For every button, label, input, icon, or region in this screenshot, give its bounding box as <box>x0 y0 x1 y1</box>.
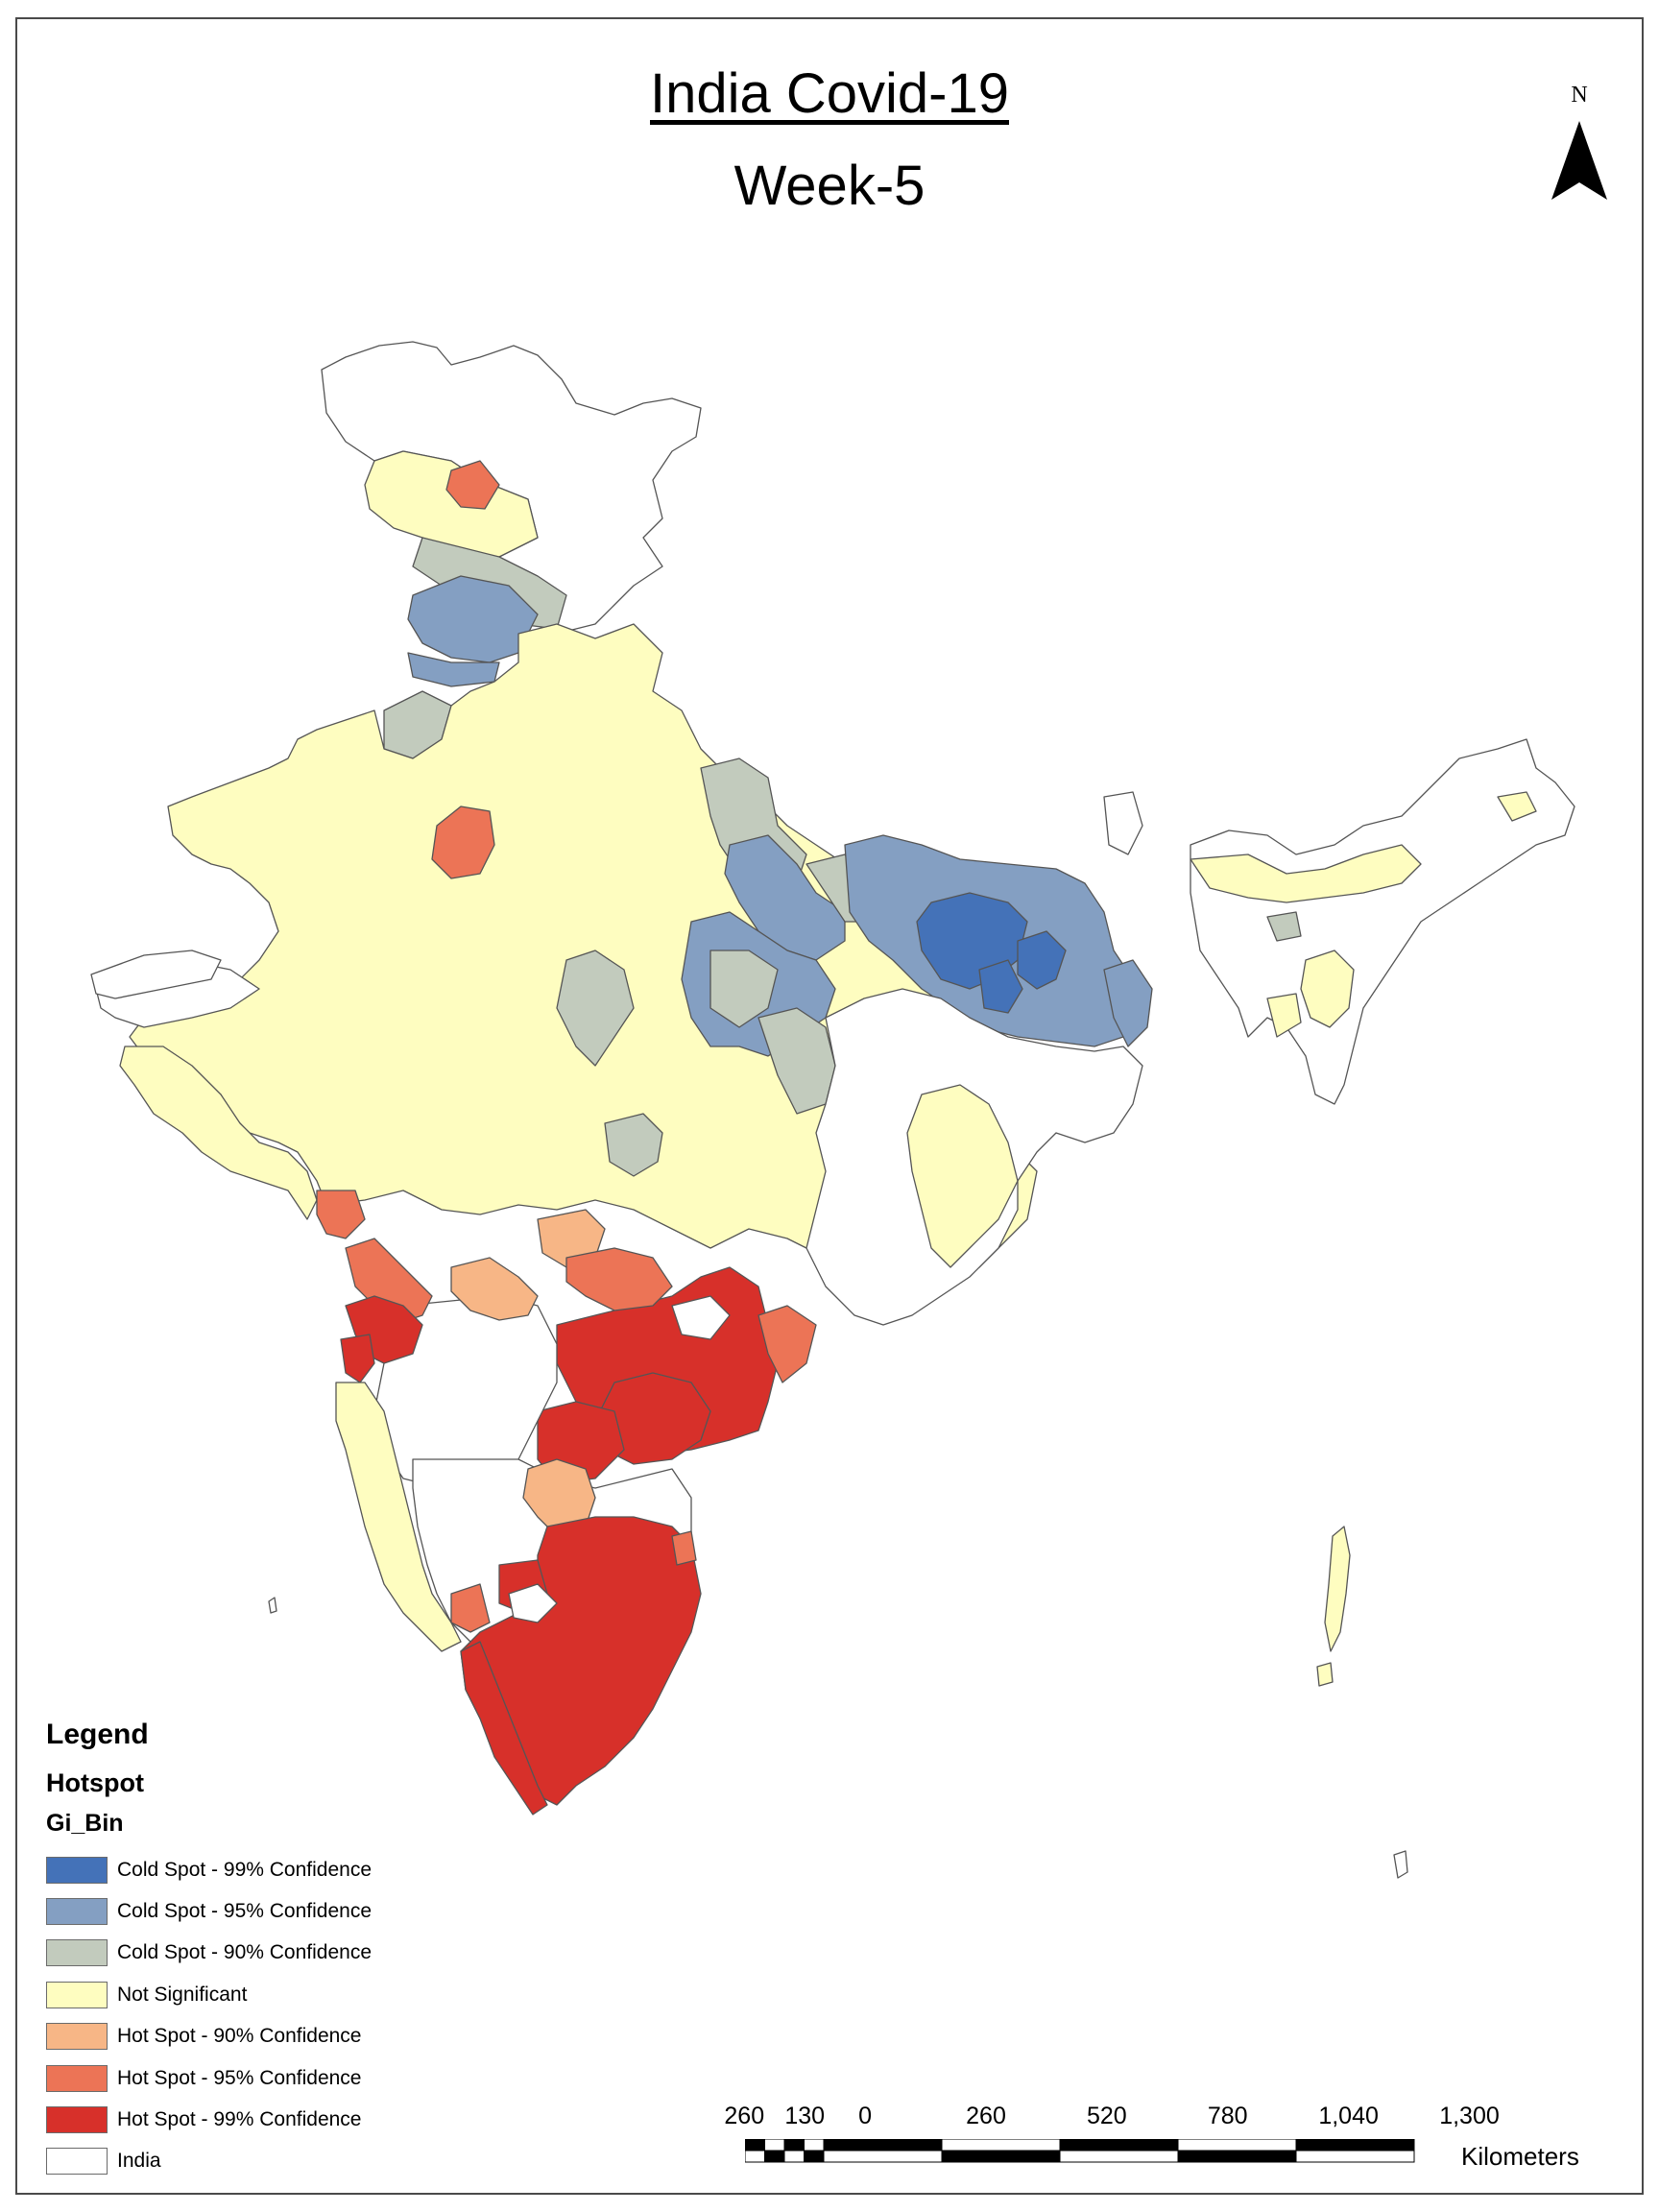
scale-segment <box>1059 2139 1179 2152</box>
scale-segment <box>783 2150 805 2163</box>
region-sikkim-white <box>1103 791 1143 855</box>
legend-swatch <box>46 1981 108 2008</box>
north-arrow: N <box>1546 83 1613 207</box>
scale-tick-label: 780 <box>1207 2103 1248 2129</box>
region-wb-cold95 <box>1103 959 1153 1047</box>
legend-swatch <box>46 2064 108 2092</box>
legend-item: Hot Spot - 99% Confidence <box>46 2099 526 2140</box>
region-ne-cold90 <box>1266 911 1302 942</box>
legend-label: Cold Spot - 95% Confidence <box>117 1900 372 1923</box>
legend-swatch <box>46 1898 108 1926</box>
scale-tick-label: 1,040 <box>1318 2103 1379 2129</box>
region-maha-hot99-b <box>340 1334 375 1383</box>
region-ap-hot95 <box>757 1305 817 1383</box>
legend-label: Hot Spot - 95% Confidence <box>117 2066 362 2089</box>
scale-segment <box>804 2139 825 2152</box>
legend-label: Cold Spot - 99% Confidence <box>117 1858 372 1881</box>
north-label: N <box>1571 83 1588 108</box>
legend-swatch <box>46 1939 108 1967</box>
region-ne-ns-a <box>1190 844 1422 903</box>
legend-swatch <box>46 1856 108 1884</box>
scale-units: Kilometers <box>1461 2142 1579 2171</box>
legend-swatch <box>46 2148 108 2176</box>
region-jharkhand-cold99 <box>978 959 1023 1014</box>
region-ne-ns-c <box>1266 993 1302 1038</box>
scale-tick-label: 130 <box>784 2103 826 2129</box>
scale-segment <box>823 2150 943 2163</box>
region-kerala-hot99 <box>460 1641 548 1815</box>
scale-segment <box>1295 2150 1415 2163</box>
legend-title: Legend <box>46 1719 149 1750</box>
scale-segment <box>1059 2150 1179 2163</box>
legend: Legend Hotspot Gi_Bin Cold Spot - 99% Co… <box>46 1719 526 2182</box>
region-mp-cold90-a <box>556 950 635 1067</box>
region-odisha-ns <box>906 1084 1019 1268</box>
legend-item: India <box>46 2141 526 2182</box>
region-bihar-cold99-b <box>1017 930 1067 990</box>
legend-label: Not Significant <box>117 1983 248 2006</box>
legend-item: Not Significant <box>46 1974 526 2015</box>
legend-field: Gi_Bin <box>46 1810 124 1837</box>
map-frame <box>15 17 1644 2195</box>
region-tn-hot95 <box>671 1530 697 1566</box>
legend-label: Hot Spot - 90% Confidence <box>117 2025 362 2048</box>
legend-label: Cold Spot - 90% Confidence <box>117 1941 372 1964</box>
map-title: India Covid-19 <box>650 62 1009 125</box>
scale-tick-label: 1,300 <box>1439 2103 1500 2129</box>
region-up-cold95 <box>724 834 846 961</box>
scale-tick-label: 260 <box>724 2103 765 2129</box>
scale-bar: 260 130 0 260 520 780 1,040 1,300 Kilometers <box>710 2103 1613 2179</box>
region-great-nicobar-white <box>1393 1850 1408 1879</box>
legend-label: Hot Spot - 99% Confidence <box>117 2108 362 2131</box>
region-tel-white-hole <box>671 1295 731 1340</box>
scale-segment <box>1295 2139 1415 2152</box>
north-arrow-icon <box>1551 121 1607 200</box>
legend-label: India <box>117 2150 161 2173</box>
region-punjab-cold95 <box>407 575 539 663</box>
region-maha-hot90 <box>450 1257 539 1321</box>
scale-segment <box>941 2150 1061 2163</box>
scale-segment <box>745 2150 765 2163</box>
scale-tick-label: 260 <box>966 2103 1006 2129</box>
legend-swatch <box>46 2023 108 2051</box>
legend-layer: Hotspot <box>46 1768 144 1797</box>
scale-segment <box>764 2150 785 2163</box>
map-subtitle: Week-5 <box>733 155 926 217</box>
region-tn-white-hole <box>508 1583 558 1623</box>
region-nicobar-ns <box>1316 1662 1334 1687</box>
scale-tick-label: 520 <box>1087 2103 1127 2129</box>
region-cg-cold90 <box>709 950 779 1028</box>
scale-segment <box>783 2139 805 2152</box>
region-mp-cold90-b <box>604 1113 663 1177</box>
region-ne-ns-d <box>1497 791 1537 822</box>
legend-item: Hot Spot - 90% Confidence <box>46 2016 526 2057</box>
scale-segment <box>764 2139 785 2152</box>
scale-segment <box>745 2139 765 2152</box>
region-ne-ns-b <box>1300 950 1355 1028</box>
region-andaman-ns <box>1324 1526 1351 1652</box>
scale-bar-graphic <box>745 2139 1415 2163</box>
region-maha-hot95 <box>345 1238 433 1326</box>
legend-item: Cold Spot - 99% Confidence <box>46 1849 526 1890</box>
region-maha-hot95-b <box>316 1190 366 1239</box>
scale-segment <box>804 2150 825 2163</box>
scale-segment <box>823 2139 943 2152</box>
region-maha-hot95-c <box>565 1247 673 1311</box>
region-kerala-hot95 <box>450 1583 491 1633</box>
legend-item: Hot Spot - 95% Confidence <box>46 2057 526 2099</box>
scale-segment <box>1177 2139 1297 2152</box>
legend-swatch <box>46 2106 108 2134</box>
region-jk-hot95 <box>445 460 500 510</box>
region-lakshadweep-white <box>268 1597 277 1614</box>
region-kutch-white <box>90 950 222 999</box>
region-raj-hot95 <box>431 805 495 879</box>
legend-item: Cold Spot - 95% Confidence <box>46 1890 526 1932</box>
legend-item: Cold Spot - 90% Confidence <box>46 1933 526 1974</box>
scale-segment <box>941 2139 1061 2152</box>
region-karnataka-ns <box>335 1382 462 1652</box>
scale-tick-label: 0 <box>858 2103 873 2129</box>
scale-segment <box>1177 2150 1297 2163</box>
region-gujarat-ns <box>119 1046 318 1220</box>
